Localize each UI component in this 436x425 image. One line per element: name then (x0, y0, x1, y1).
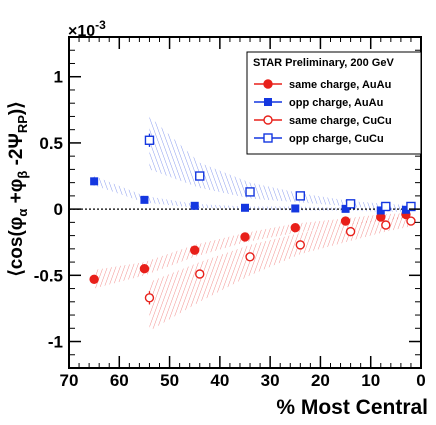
x-tick-label: 50 (160, 371, 179, 390)
legend-marker (263, 79, 273, 89)
data-point-series-4 (406, 201, 416, 212)
data-point-series-2 (241, 203, 249, 212)
band-2 (94, 176, 406, 212)
legend-label: opp charge, AuAu (289, 97, 383, 109)
data-markers (89, 135, 416, 303)
y-tick-label: -0.5 (34, 266, 63, 285)
x-axis-title: % Most Central (276, 396, 428, 419)
plot-frame (68, 36, 422, 369)
band-1 (149, 116, 411, 211)
y-multiplier-exponent: -3 (95, 18, 106, 32)
y-multiplier: ×10-3 (68, 18, 106, 40)
data-point-series-3 (295, 240, 306, 250)
tick-labels: 70 60 50 40 30 20 10 0 1 0.5 0 -0.5 -1 (34, 68, 426, 390)
legend-label: opp charge, CuCu (289, 133, 384, 145)
data-point-series-4 (195, 171, 205, 181)
data-point-series-4 (345, 199, 356, 209)
data-point-series-2 (90, 177, 99, 186)
axis-ticks (68, 36, 422, 369)
x-tick-label: 30 (261, 371, 280, 390)
data-point-series-1 (89, 274, 99, 284)
x-tick-label: 40 (210, 371, 229, 390)
x-tick-label: 0 (416, 371, 425, 390)
legend-label: same charge, AuAu (289, 79, 391, 91)
band-4 (94, 213, 406, 289)
data-point-series-4 (295, 191, 306, 201)
legend-box (246, 51, 422, 155)
data-point-series-2 (140, 195, 149, 204)
data-point-series-2 (291, 204, 300, 213)
data-point-series-3 (381, 220, 391, 230)
data-point-series-3 (245, 252, 255, 262)
y-axis-title: ⟨cos(φα +φβ -2ΨRP)⟩ (6, 101, 30, 276)
data-point-series-1 (190, 245, 200, 255)
y-tick-label: -1 (48, 333, 63, 352)
x-tick-label: 20 (311, 371, 330, 390)
y-tick-label: 0 (54, 200, 63, 219)
legend-label: same charge, CuCu (289, 115, 392, 127)
data-point-series-1 (139, 264, 150, 274)
legend: STAR Preliminary, 200 GeV same charge, A… (246, 51, 422, 155)
data-point-series-1 (290, 222, 300, 233)
data-point-series-3 (144, 293, 155, 303)
data-point-series-2 (401, 205, 410, 214)
x-tick-label: 10 (361, 371, 380, 390)
data-point-series-3 (406, 216, 416, 226)
data-point-series-3 (195, 269, 205, 279)
data-point-series-4 (381, 201, 391, 212)
data-point-series-2 (190, 201, 199, 210)
legend-marker (263, 115, 273, 125)
legend-marker (264, 98, 272, 106)
data-point-series-1 (340, 216, 351, 226)
data-point-series-4 (144, 135, 155, 145)
y-tick-label: 1 (54, 68, 63, 87)
legend-marker (263, 133, 273, 143)
y-multiplier-base: ×10 (68, 23, 95, 40)
legend-entries: same charge, AuAu opp charge, AuAu same ch… (254, 79, 392, 145)
x-tick-label: 60 (110, 371, 129, 390)
legend-title: STAR Preliminary, 200 GeV (253, 57, 394, 69)
data-point-series-2 (376, 206, 385, 215)
y-tick-label: 0.5 (39, 134, 63, 153)
data-point-series-3 (345, 226, 356, 237)
x-tick-label: 70 (60, 371, 79, 390)
data-point-series-2 (341, 204, 350, 213)
data-point-series-4 (245, 187, 255, 197)
data-point-series-1 (240, 232, 250, 242)
